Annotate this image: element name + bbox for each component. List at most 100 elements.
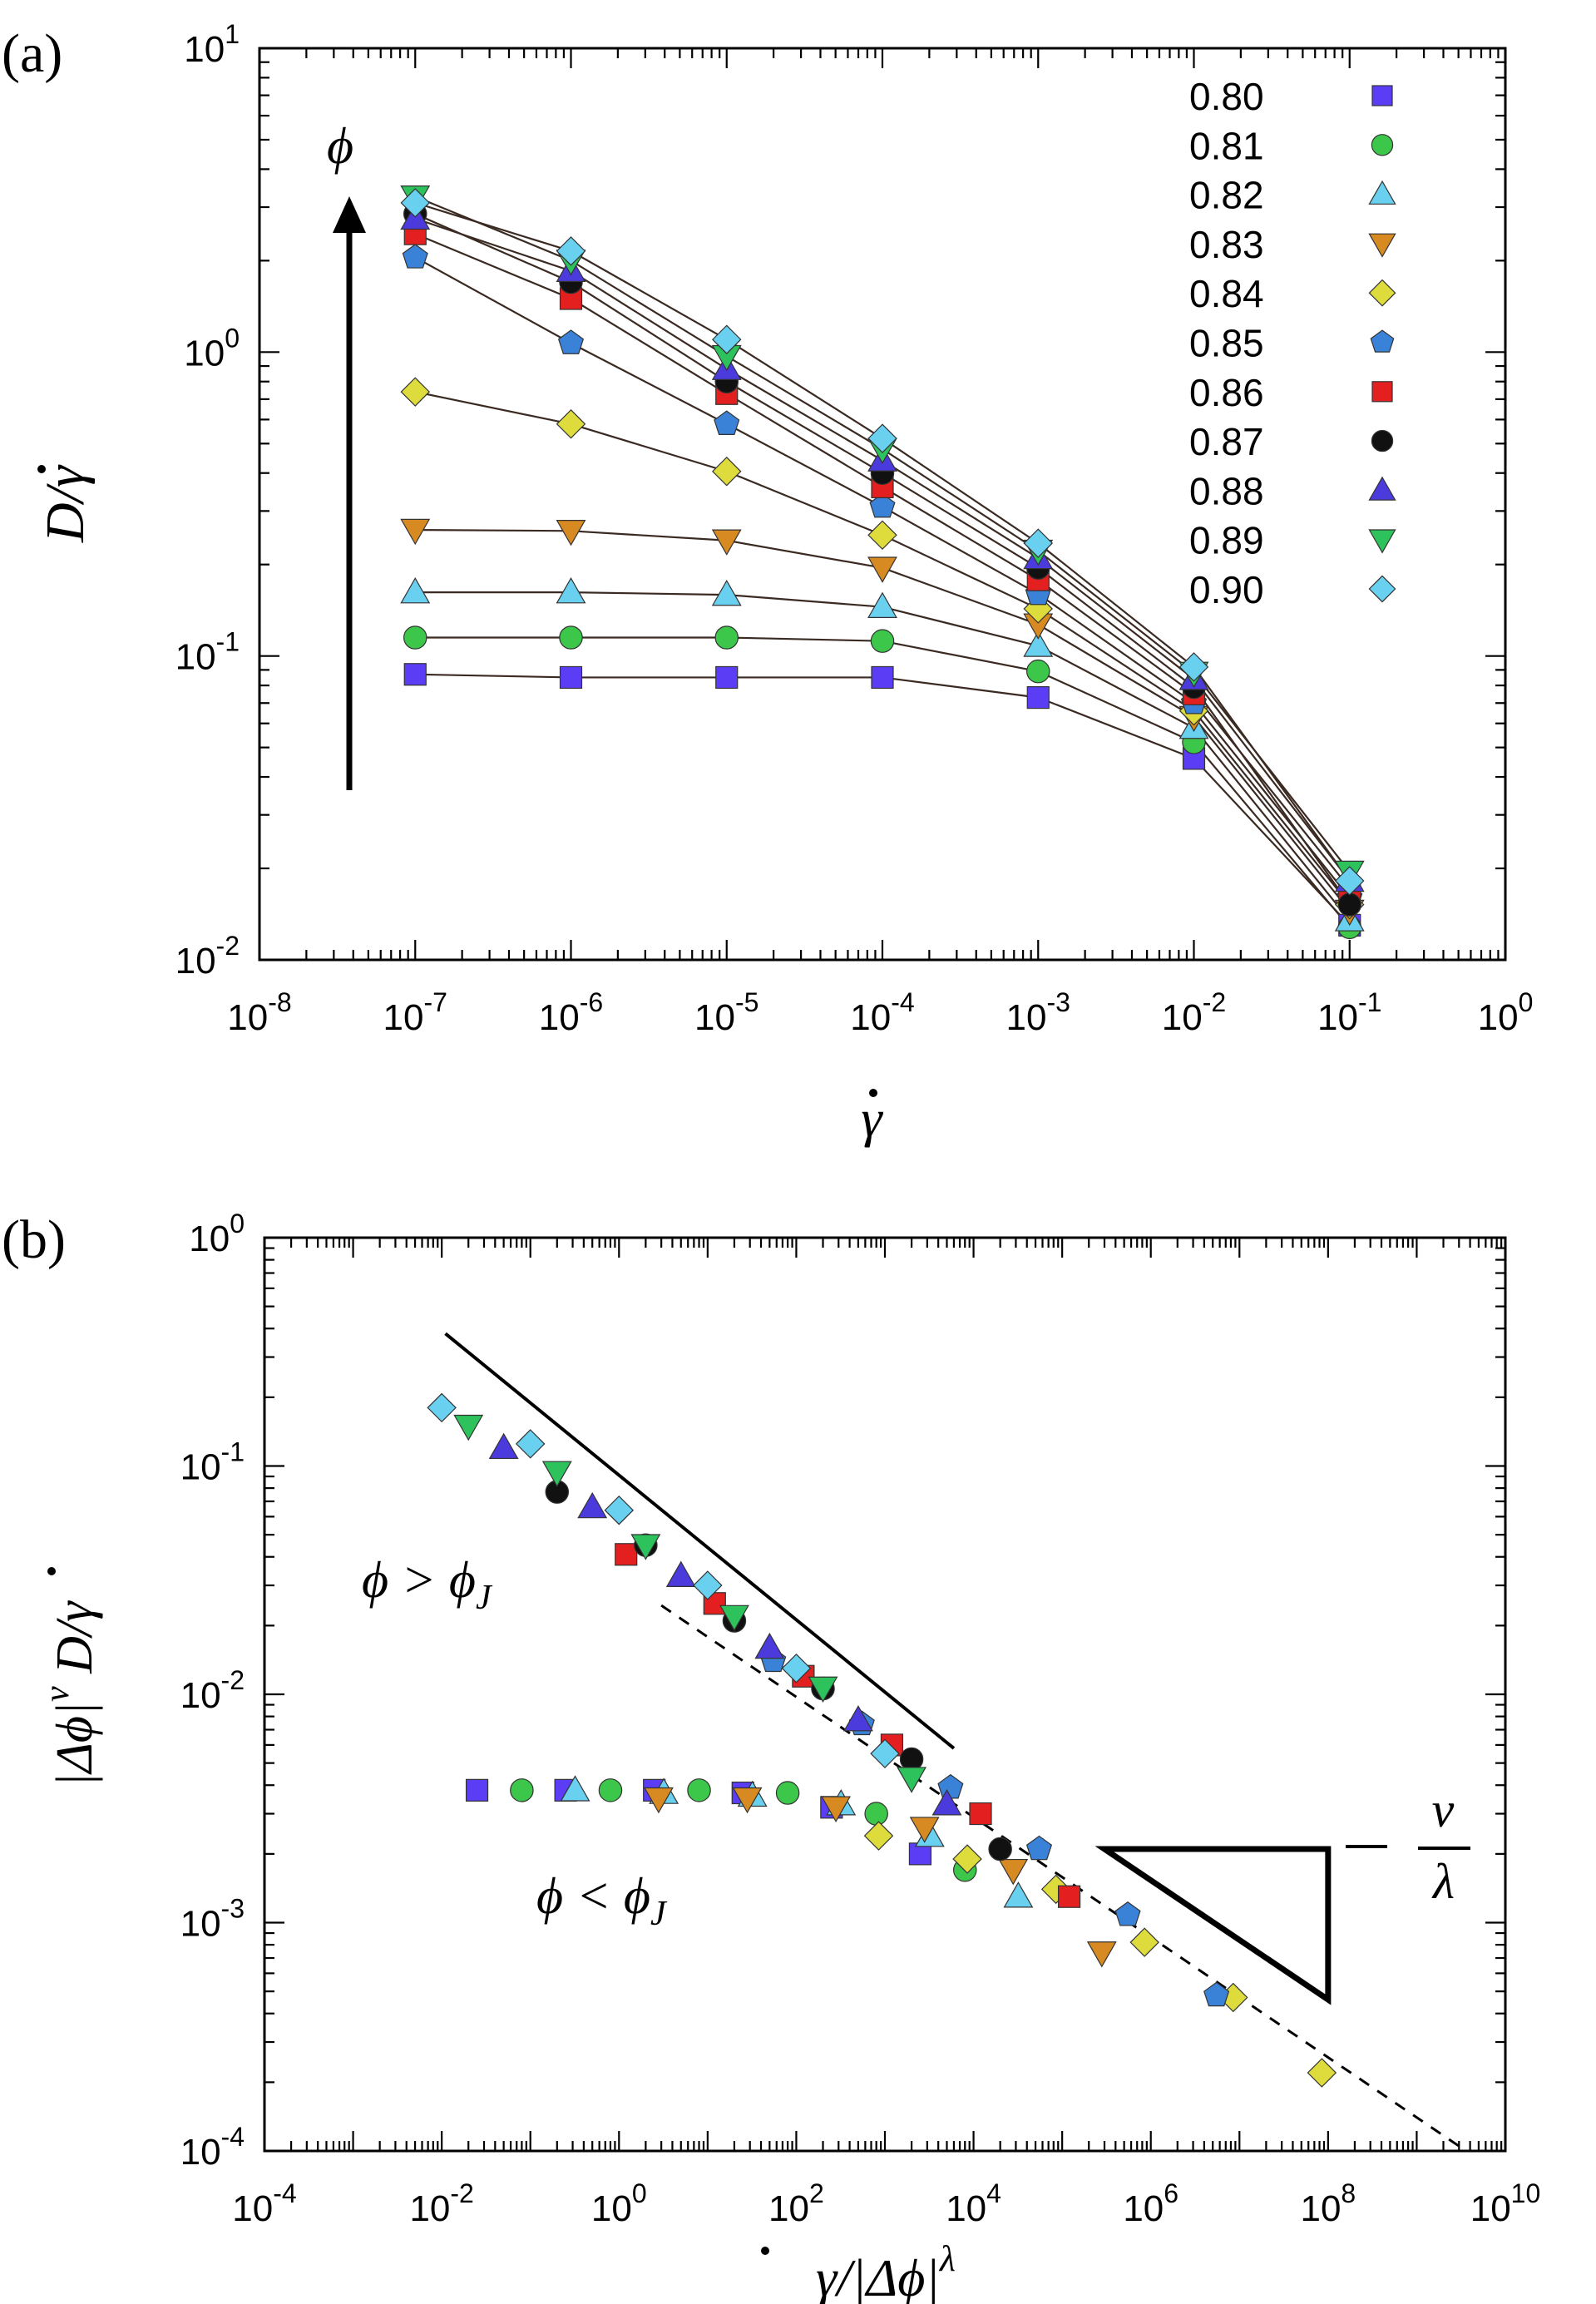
- panel-a-x-tick-label: 10-8: [227, 987, 291, 1038]
- panel-a-x-tick-label: 10-6: [539, 987, 603, 1038]
- panel-b-x-tick-label: 10-2: [409, 2178, 473, 2229]
- data-point-0.85: [557, 329, 585, 354]
- data-point-0.90: [556, 236, 586, 266]
- slope-label: ν λ: [1346, 1782, 1470, 1909]
- data-point-0.84: [556, 409, 586, 439]
- data-point-0.86: [615, 1543, 638, 1566]
- data-point-0.86: [1057, 1885, 1081, 1908]
- panel-a-x-tick-label: 10-4: [850, 987, 914, 1038]
- data-point-0.81: [559, 625, 583, 650]
- panel-b-chart: 10-4 10-2 100 102 104 106 108 1010 10-4 10-3 10-2 1…: [38, 1209, 1540, 2304]
- panel-b-y-tick-label: 10-4: [180, 2122, 245, 2173]
- data-point-0.83: [821, 1796, 852, 1822]
- data-point-0.84: [712, 456, 742, 487]
- data-point-0.89: [808, 1676, 838, 1703]
- panel-a-plot-frame: [258, 47, 1507, 962]
- dashed-scaling-line: [660, 1604, 1460, 2148]
- data-point-0.89: [719, 1604, 749, 1632]
- data-point-0.90: [1178, 652, 1209, 682]
- data-point-0.80: [1026, 685, 1050, 709]
- panel-b-x-tick-label: 106: [1123, 2178, 1178, 2229]
- panel-a-chart: 10-8 10-7 10-6 10-5 10-4 10-3 10-2 10-1 100 10-2 1…: [35, 19, 1533, 1148]
- panel-a-x-tick-label: 10-7: [383, 987, 447, 1038]
- data-point-0.80: [403, 663, 427, 686]
- legend-marker-0.84: [1368, 279, 1396, 307]
- data-point-0.87: [988, 1837, 1012, 1861]
- svg-text:D/γ: D/γ: [35, 464, 96, 543]
- legend-marker-0.82: [1368, 180, 1396, 205]
- data-point-0.85: [1114, 1901, 1141, 1926]
- data-point-0.85: [402, 244, 428, 269]
- svg-text:λ: λ: [1431, 1854, 1455, 1909]
- data-point-0.88: [665, 1560, 696, 1587]
- legend-marker-0.85: [1370, 329, 1395, 353]
- data-point-0.82: [556, 577, 586, 604]
- svg-text:ν: ν: [1432, 1782, 1455, 1837]
- legend-label-0.85: 0.85: [1189, 322, 1264, 365]
- data-point-0.90: [693, 1570, 723, 1600]
- data-point-0.90: [427, 1392, 457, 1423]
- panel-b-label: (b): [2, 1209, 66, 1270]
- data-point-0.90: [1335, 866, 1365, 896]
- data-point-0.90: [781, 1653, 812, 1684]
- panel-b-x-tick-label: 100: [591, 2178, 647, 2229]
- data-point-0.81: [864, 1802, 888, 1826]
- legend-label-0.84: 0.84: [1189, 272, 1264, 315]
- data-point-0.85: [1203, 1981, 1230, 2007]
- legend-marker-0.86: [1371, 381, 1393, 403]
- legend-marker-0.88: [1368, 476, 1396, 501]
- data-point-0.89: [630, 1534, 661, 1560]
- data-point-0.88: [488, 1432, 519, 1460]
- panel-a-y-tick-label: 100: [184, 323, 240, 373]
- data-point-0.81: [687, 1778, 711, 1802]
- data-point-0.81: [403, 625, 427, 650]
- panel-b-x-axis-label: γ/|Δϕ|λ: [761, 2238, 956, 2304]
- legend-marker-0.87: [1371, 429, 1394, 452]
- data-point-0.80: [871, 665, 894, 690]
- panel-b-plot-frame: [263, 1236, 1507, 2153]
- data-point-0.81: [598, 1778, 623, 1802]
- panel-a-x-tick-label: 100: [1478, 987, 1534, 1038]
- data-point-0.83: [1086, 1941, 1117, 1968]
- panel-b-x-tick-label: 10-4: [232, 2178, 296, 2229]
- phi-above-jamming-label: ϕ > ϕJ: [362, 1552, 493, 1617]
- data-point-0.89: [541, 1461, 572, 1487]
- panel-b-y-tick-label: 10-1: [180, 1437, 245, 1488]
- phi-arrow: [333, 196, 366, 790]
- data-point-0.90: [870, 1738, 900, 1769]
- phi-below-jamming-label: ϕ < ϕJ: [536, 1868, 668, 1933]
- data-point-0.89: [453, 1414, 484, 1441]
- data-point-0.88: [931, 1789, 962, 1816]
- panel-b-y-tick-label: 10-3: [180, 1894, 245, 1945]
- panel-a-y-tick-label: 101: [184, 19, 240, 70]
- data-point-0.84: [952, 1844, 982, 1874]
- legend-marker-0.89: [1368, 529, 1396, 554]
- data-point-0.83: [909, 1817, 940, 1843]
- legend-marker-0.83: [1368, 233, 1396, 258]
- legend-label-0.82: 0.82: [1189, 174, 1264, 217]
- legend-label-0.88: 0.88: [1189, 469, 1264, 512]
- panel-a-x-tick-label: 10-3: [1006, 987, 1070, 1038]
- data-point-0.86: [969, 1802, 992, 1826]
- data-point-0.88: [754, 1632, 785, 1659]
- panel-a-x-tick-label: 10-5: [694, 987, 758, 1038]
- data-point-0.81: [510, 1778, 534, 1802]
- svg-text:γ/|Δϕ|λ: γ/|Δϕ|λ: [816, 2238, 956, 2304]
- data-point-0.85: [869, 492, 896, 518]
- panel-b-y-tick-label: 100: [189, 1209, 245, 1259]
- data-point-0.81: [1025, 659, 1050, 684]
- data-point-0.88: [577, 1491, 608, 1519]
- data-point-0.85: [714, 410, 740, 435]
- data-point-0.81: [775, 1781, 800, 1805]
- data-point-0.90: [400, 188, 430, 218]
- data-point-0.82: [867, 591, 897, 618]
- data-point-0.83: [644, 1787, 674, 1814]
- data-point-0.80: [559, 665, 583, 690]
- panel-a-x-tick-label: 10-2: [1162, 987, 1226, 1038]
- data-point-0.83: [400, 518, 431, 546]
- data-point-0.81: [714, 625, 739, 650]
- phi-arrow-label: ϕ: [327, 118, 353, 175]
- data-point-0.88: [842, 1705, 873, 1732]
- legend-label-0.80: 0.80: [1189, 75, 1264, 118]
- legend-marker-0.81: [1371, 134, 1394, 156]
